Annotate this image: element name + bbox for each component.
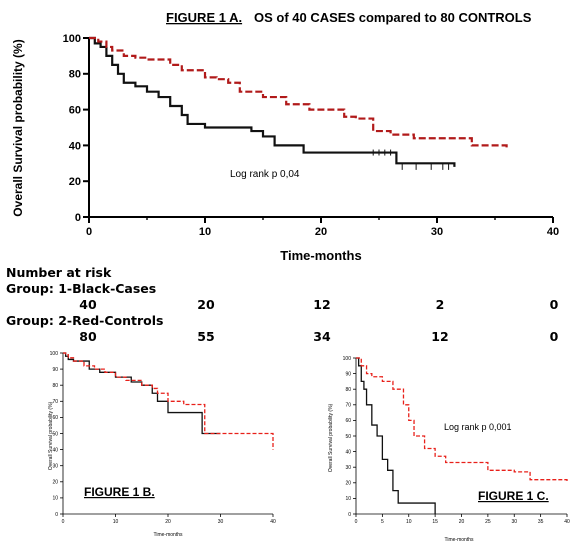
risk-group-1-label: Group: 1-Black-Cases [6, 281, 156, 296]
figure-1a-ylabel: Overall Survival probability (%) [11, 39, 25, 216]
x-tick-label: 30 [431, 226, 443, 238]
x-tick-label: 5 [381, 519, 384, 525]
risk-value: 0 [550, 297, 559, 312]
y-tick-label: 0 [75, 212, 81, 224]
x-tick-label: 0 [355, 519, 358, 525]
x-tick-label: 20 [459, 519, 465, 525]
y-tick-label: 100 [63, 33, 81, 45]
figure-1b-title: FIGURE 1 B. [84, 485, 155, 499]
y-tick-label: 90 [52, 367, 58, 373]
risk-value: 2 [436, 297, 445, 312]
y-tick-label: 20 [69, 176, 81, 188]
y-tick-label: 30 [345, 465, 351, 471]
x-tick-label: 20 [165, 519, 171, 525]
y-tick-label: 50 [52, 431, 58, 437]
x-tick-label: 10 [406, 519, 412, 525]
y-tick-label: 80 [52, 383, 58, 389]
risk-value: 34 [313, 329, 331, 344]
figure-1a-annotation: Log rank p 0,04 [230, 169, 300, 180]
risk-value: 55 [197, 329, 214, 344]
figure-1b: Overall Survival probability (%) Time-mo… [48, 351, 276, 538]
figure-1a-series [89, 36, 508, 170]
y-tick-label: 60 [345, 418, 351, 424]
y-tick-label: 80 [69, 69, 81, 81]
x-tick-label: 10 [113, 519, 119, 525]
y-tick-label: 10 [52, 496, 58, 502]
x-tick-label: 0 [62, 519, 65, 525]
figure-1c: Overall Survival probability (%) Time-mo… [328, 356, 570, 543]
y-tick-label: 100 [50, 351, 59, 357]
figure-1b-axes: 0 10 20 30 40 0 10 20 30 40 50 60 70 80 90 100 [50, 351, 276, 525]
figure-1c-title: FIGURE 1 C. [478, 489, 549, 503]
figure-1c-annotation: Log rank p 0,001 [444, 422, 512, 432]
risk-table: Number at risk Group: 1-Black-Cases Grou… [6, 265, 559, 344]
x-tick-label: 40 [547, 226, 559, 238]
y-tick-label: 70 [52, 399, 58, 405]
risk-value: 20 [197, 297, 215, 312]
figure-1c-ylabel: Overall Survival probability (%) [328, 403, 334, 472]
figure-1a-xlabel: Time-months [280, 248, 361, 263]
y-tick-label: 20 [345, 481, 351, 487]
y-tick-label: 80 [345, 387, 351, 393]
y-tick-label: 0 [348, 512, 351, 518]
x-tick-label: 20 [315, 226, 327, 238]
y-tick-label: 10 [345, 496, 351, 502]
series-cases-line [356, 357, 436, 514]
y-tick-label: 40 [345, 449, 351, 455]
figure-1c-series [356, 357, 568, 514]
y-tick-label: 30 [52, 463, 58, 469]
series-controls-line [63, 352, 274, 450]
risk-value: 12 [313, 297, 330, 312]
y-tick-label: 60 [52, 415, 58, 421]
y-tick-label: 0 [55, 512, 58, 518]
risk-table-title: Number at risk [6, 265, 112, 280]
x-tick-label: 40 [564, 519, 570, 525]
figure-1a-title: FIGURE 1 A. [166, 10, 242, 25]
figure-1c-xlabel: Time-months [445, 537, 474, 543]
risk-values: 40 20 12 2 080 55 34 12 0 [79, 297, 558, 344]
figure-1c-axes: 0 5 10 15 20 25 30 35 40 0 10 20 30 40 50 60 70 80 90 100 [343, 356, 570, 525]
y-tick-label: 90 [345, 371, 351, 377]
series-controls-line [356, 357, 568, 483]
y-tick-label: 40 [69, 140, 81, 152]
x-tick-label: 25 [485, 519, 491, 525]
x-tick-label: 30 [218, 519, 224, 525]
x-tick-label: 35 [538, 519, 544, 525]
figure-1b-xlabel: Time-months [154, 532, 183, 538]
figure-1b-series [63, 352, 274, 450]
x-tick-label: 15 [432, 519, 438, 525]
risk-value: 12 [431, 329, 448, 344]
x-tick-label: 0 [86, 226, 92, 238]
figure-1a-subtitle: OS of 40 CASES compared to 80 CONTROLS [254, 10, 532, 25]
y-tick-label: 40 [52, 447, 58, 453]
risk-value: 0 [550, 329, 559, 344]
figure-1a-axes: 0 10 20 30 40 0 20 40 60 80 100 [63, 33, 559, 238]
figure-1a: FIGURE 1 A. OS of 40 CASES compared to 8… [11, 10, 559, 263]
risk-group-2-label: Group: 2-Red-Controls [6, 313, 163, 328]
series-cases-line [63, 352, 221, 435]
x-tick-label: 30 [511, 519, 517, 525]
x-tick-label: 10 [199, 226, 211, 238]
series-controls-line [89, 36, 508, 149]
risk-value: 40 [79, 297, 97, 312]
y-tick-label: 60 [69, 104, 81, 116]
y-tick-label: 50 [345, 434, 351, 440]
y-tick-label: 70 [345, 403, 351, 409]
series-cases-line [89, 36, 456, 167]
y-tick-label: 20 [52, 480, 58, 486]
figure-1b-ylabel: Overall Survival probability (%) [48, 401, 54, 470]
y-tick-label: 100 [343, 356, 352, 362]
x-tick-label: 40 [270, 519, 276, 525]
risk-value: 80 [79, 329, 97, 344]
